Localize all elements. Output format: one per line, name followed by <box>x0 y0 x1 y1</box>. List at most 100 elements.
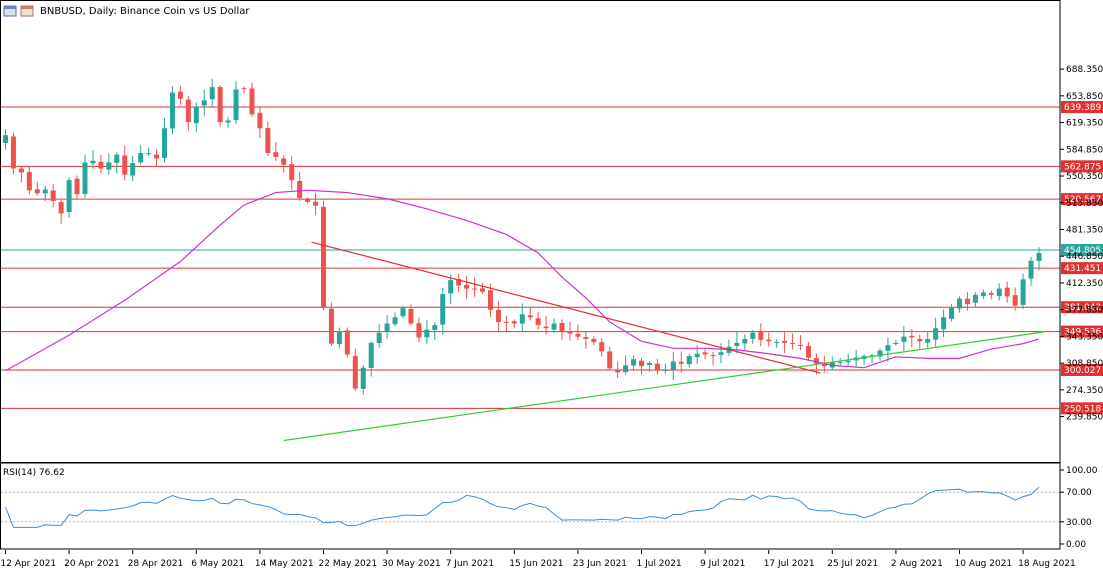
bear-candle[interactable] <box>782 340 788 343</box>
bear-candle[interactable] <box>480 288 485 292</box>
bear-candle[interactable] <box>710 355 716 357</box>
bear-candle[interactable] <box>805 345 811 358</box>
bear-candle[interactable] <box>321 206 326 309</box>
bull-candle[interactable] <box>957 298 962 309</box>
bull-candle[interactable] <box>42 189 48 194</box>
bear-candle[interactable] <box>527 315 533 318</box>
bull-candle[interactable] <box>1036 252 1042 261</box>
bear-candle[interactable] <box>273 152 279 157</box>
bull-candle[interactable] <box>646 363 652 366</box>
bear-candle[interactable] <box>98 161 104 169</box>
bull-candle[interactable] <box>376 332 382 344</box>
bull-candle[interactable] <box>925 339 931 343</box>
bull-candle[interactable] <box>631 359 637 366</box>
bull-candle[interactable] <box>1028 260 1034 279</box>
bull-candle[interactable] <box>933 328 939 340</box>
bear-candle[interactable] <box>185 99 191 123</box>
resistance-trendline[interactable] <box>311 241 821 374</box>
bull-candle[interactable] <box>996 288 1002 297</box>
bull-candle[interactable] <box>114 154 120 163</box>
bear-candle[interactable] <box>543 326 549 329</box>
bull-candle[interactable] <box>448 280 454 294</box>
bear-candle[interactable] <box>464 284 470 289</box>
bull-candle[interactable] <box>201 100 207 106</box>
bull-candle[interactable] <box>130 163 136 176</box>
bull-candle[interactable] <box>106 162 112 170</box>
bear-candle[interactable] <box>289 164 295 181</box>
bull-candle[interactable] <box>138 153 144 163</box>
bear-candle[interactable] <box>416 323 422 338</box>
bear-candle[interactable] <box>591 338 597 343</box>
bear-candle[interactable] <box>575 333 581 337</box>
bear-candle[interactable] <box>1012 295 1018 306</box>
bear-candle[interactable] <box>813 358 819 364</box>
bull-candle[interactable] <box>519 314 525 324</box>
bear-candle[interactable] <box>456 278 462 286</box>
bull-candle[interactable] <box>169 92 175 129</box>
bear-candle[interactable] <box>615 369 621 373</box>
bear-candle[interactable] <box>257 112 263 129</box>
bear-candle[interactable] <box>1004 287 1010 297</box>
bear-candle[interactable] <box>265 127 271 154</box>
bear-candle[interactable] <box>607 351 613 369</box>
bull-candle[interactable] <box>368 342 374 368</box>
bear-candle[interactable] <box>34 189 40 194</box>
bull-candle[interactable] <box>901 336 907 342</box>
bear-candle[interactable] <box>352 356 358 389</box>
bear-candle[interactable] <box>241 88 247 90</box>
bear-candle[interactable] <box>790 343 796 345</box>
bull-candle[interactable] <box>162 128 167 159</box>
bear-candle[interactable] <box>26 172 32 191</box>
bear-candle[interactable] <box>567 331 573 334</box>
bear-candle[interactable] <box>821 362 827 367</box>
bull-candle[interactable] <box>146 153 152 155</box>
bull-candle[interactable] <box>980 292 986 297</box>
bear-candle[interactable] <box>297 181 303 198</box>
bear-candle[interactable] <box>599 342 605 352</box>
bull-candle[interactable] <box>233 89 239 120</box>
bear-candle[interactable] <box>50 190 56 202</box>
bull-candle[interactable] <box>209 87 215 100</box>
bull-candle[interactable] <box>845 360 851 363</box>
support-trendline[interactable] <box>283 331 1044 442</box>
bear-candle[interactable] <box>766 339 772 342</box>
bull-candle[interactable] <box>66 180 72 213</box>
bull-candle[interactable] <box>440 294 446 325</box>
bull-candle[interactable] <box>3 135 8 143</box>
bear-candle[interactable] <box>305 199 311 202</box>
bear-candle[interactable] <box>313 201 319 206</box>
bear-candle[interactable] <box>328 308 334 344</box>
bull-candle[interactable] <box>869 355 875 357</box>
bull-candle[interactable] <box>686 356 692 365</box>
bear-candle[interactable] <box>559 323 565 332</box>
bear-candle[interactable] <box>702 352 708 355</box>
bear-candle[interactable] <box>58 202 64 214</box>
bear-candle[interactable] <box>503 321 509 323</box>
bear-candle[interactable] <box>472 288 478 290</box>
bull-candle[interactable] <box>551 323 557 330</box>
bull-candle[interactable] <box>662 369 668 371</box>
bear-candle[interactable] <box>281 158 287 165</box>
bull-candle[interactable] <box>400 308 406 317</box>
bull-candle[interactable] <box>774 342 780 344</box>
bull-candle[interactable] <box>360 367 366 389</box>
bear-candle[interactable] <box>249 88 255 115</box>
bull-candle[interactable] <box>193 106 199 124</box>
bull-candle[interactable] <box>384 323 390 332</box>
bear-candle[interactable] <box>583 337 589 340</box>
bull-candle[interactable] <box>424 329 430 338</box>
bear-candle[interactable] <box>678 361 684 364</box>
bull-candle[interactable] <box>392 317 398 325</box>
bull-candle[interactable] <box>670 361 676 370</box>
bull-candle[interactable] <box>734 342 740 347</box>
bull-candle[interactable] <box>82 162 88 194</box>
bull-candle[interactable] <box>941 317 947 330</box>
bear-candle[interactable] <box>909 335 915 338</box>
bull-candle[interactable] <box>694 353 700 358</box>
bear-candle[interactable] <box>495 309 501 322</box>
bull-candle[interactable] <box>623 365 629 373</box>
bear-candle[interactable] <box>535 318 541 326</box>
bull-candle[interactable] <box>1020 279 1026 305</box>
bear-candle[interactable] <box>639 360 644 367</box>
bear-candle[interactable] <box>10 136 16 169</box>
